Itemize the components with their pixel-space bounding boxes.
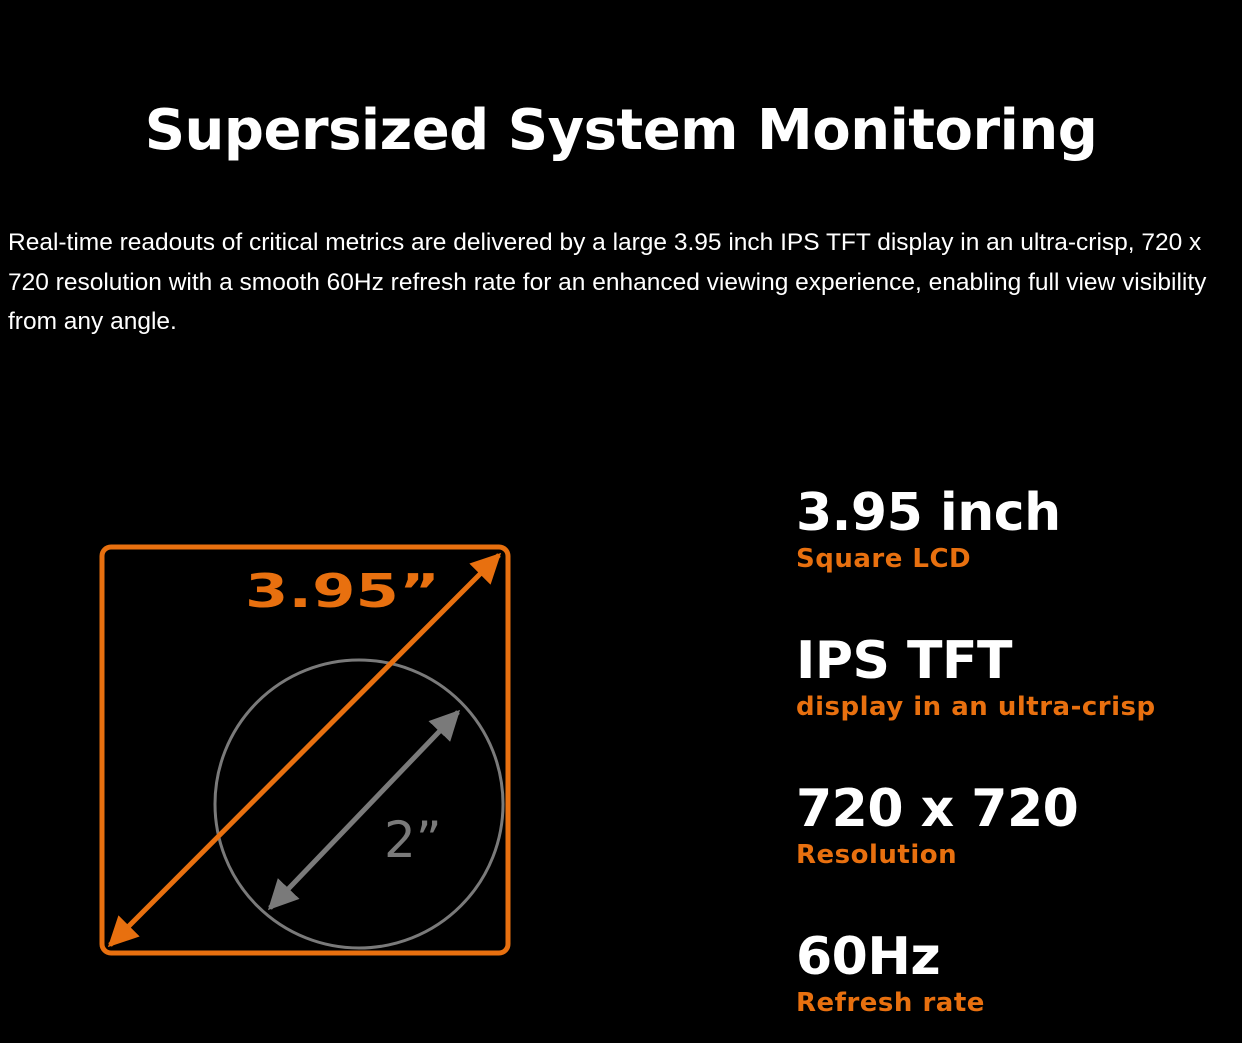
description: Real-time readouts of critical metrics a… [8,229,1207,335]
page-title: Supersized System Monitoring [144,98,1098,163]
diameter-arrow [267,709,461,911]
screen-outline [99,544,511,956]
spec-refresh: 60Hz Refresh rate [796,927,985,1019]
spec-label: display in an ultra-crisp [796,692,1156,722]
diameter-label: 2” [384,811,442,869]
spec-resolution: 720 x 720 Resolution [796,779,1079,871]
spec-value: 3.95 inch [796,483,1061,543]
spec-size: 3.95 inch Square LCD [796,483,1061,575]
spec-panel: IPS TFT display in an ultra-crisp [796,631,1156,723]
spec-label: Square LCD [796,544,972,574]
spec-value: 60Hz [796,927,941,987]
spec-value: IPS TFT [796,631,1012,691]
screen-size-diagram: 3.95” 2” [99,544,511,956]
round-screen-outline [213,658,505,950]
spec-label: Refresh rate [796,988,985,1018]
spec-label: Resolution [796,840,958,870]
diagonal-label: 3.95” [245,564,440,618]
spec-value: 720 x 720 [796,779,1079,839]
